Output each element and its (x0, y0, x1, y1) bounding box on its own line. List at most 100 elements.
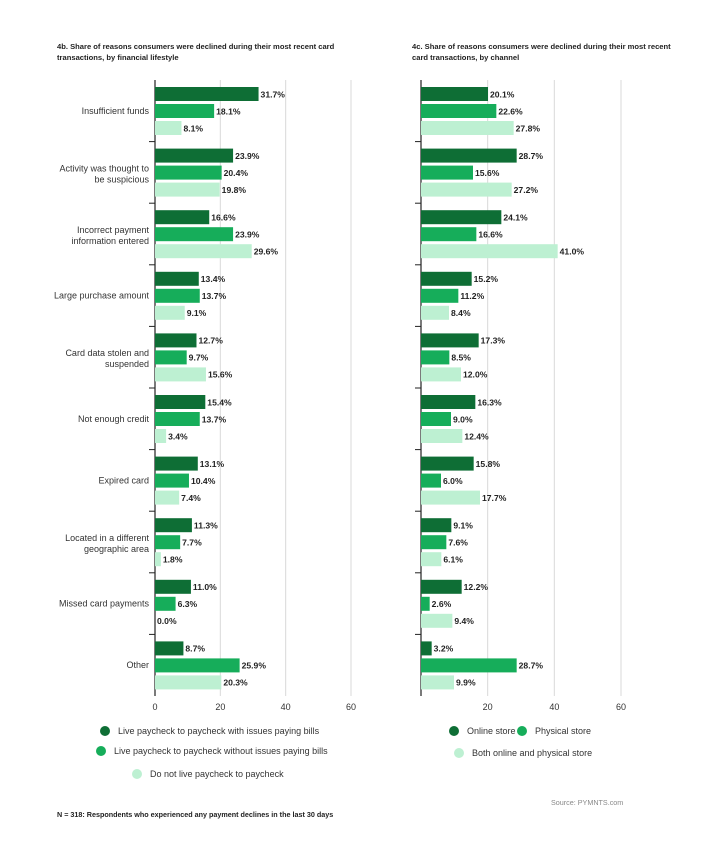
bar (155, 552, 161, 567)
bar (155, 518, 192, 533)
data-label: 18.1% (216, 106, 241, 116)
legend-label: Physical store (535, 726, 592, 736)
data-label: 8.7% (185, 644, 205, 654)
x-tick-label: 40 (281, 702, 291, 712)
data-label: 13.7% (202, 414, 227, 424)
category-label: information entered (71, 236, 149, 246)
data-label: 7.6% (448, 538, 468, 548)
data-label: 41.0% (560, 247, 585, 257)
legend-swatch-icon (132, 769, 142, 779)
category-label: Card data stolen and (65, 348, 149, 358)
bar (421, 210, 502, 225)
data-label: 6.3% (178, 599, 198, 609)
data-label: 15.8% (476, 459, 501, 469)
data-label: 1.8% (163, 555, 183, 565)
source-note: Source: PYMNTS.com (551, 798, 624, 807)
data-label: 16.6% (211, 213, 236, 223)
data-label: 11.3% (194, 521, 218, 531)
legend-label: Live paycheck to paycheck with issues pa… (118, 726, 320, 736)
data-label: 8.5% (451, 353, 471, 363)
data-label: 27.8% (516, 123, 541, 133)
legend-swatch-icon (100, 726, 110, 736)
bar (155, 412, 200, 426)
data-label: 16.3% (477, 397, 502, 407)
legend-label: Both online and physical store (472, 748, 593, 758)
chart-title-right: 4c. Share of reasons consumers were decl… (412, 42, 671, 62)
bar (421, 350, 450, 365)
data-label: 17.7% (482, 493, 507, 503)
data-label: 27.2% (514, 185, 539, 195)
data-label: 11.0% (193, 582, 217, 592)
data-label: 6.0% (443, 476, 463, 486)
data-label: 20.3% (223, 678, 248, 688)
bar (421, 641, 432, 656)
data-label: 2.6% (432, 599, 452, 609)
data-label: 9.7% (189, 353, 209, 363)
bar (421, 165, 473, 180)
data-label: 12.7% (198, 336, 223, 346)
bar (421, 288, 459, 303)
bar (421, 412, 451, 426)
category-label: Missed card payments (59, 599, 150, 609)
bar (421, 333, 479, 348)
bar (155, 535, 181, 550)
bar (421, 675, 454, 690)
data-label: 12.2% (464, 582, 489, 592)
bar (155, 367, 206, 382)
data-label: 7.7% (182, 538, 202, 548)
bar (155, 675, 222, 690)
legend-item-right-2: Physical store (517, 726, 591, 736)
bar (155, 579, 191, 594)
legend-swatch-icon (454, 748, 464, 758)
x-tick-label: 60 (616, 702, 626, 712)
x-tick-label: 0 (152, 702, 157, 712)
legend-swatch-icon (96, 746, 106, 756)
bar (421, 596, 430, 611)
bar (155, 490, 180, 505)
bar (155, 121, 182, 135)
data-label: 19.8% (222, 185, 247, 195)
bar (155, 596, 176, 611)
data-label: 15.6% (475, 168, 500, 178)
bar (155, 473, 189, 488)
legend-item-right-3: Both online and physical store (454, 748, 592, 758)
bar (421, 305, 449, 320)
bar (421, 182, 512, 197)
legend-label: Online store (467, 726, 516, 736)
data-label: 13.1% (200, 459, 225, 469)
bar (421, 518, 452, 533)
data-label: 10.4% (191, 476, 216, 486)
category-label: Large purchase amount (54, 291, 150, 301)
bar (421, 104, 497, 118)
bar (421, 613, 453, 628)
x-tick-label: 20 (215, 702, 225, 712)
bar (155, 456, 198, 471)
data-label: 28.7% (519, 151, 544, 161)
category-label: Insufficient funds (82, 106, 150, 116)
bar (155, 244, 252, 259)
footnote: N = 318: Respondents who experienced any… (57, 810, 334, 819)
bar (421, 244, 558, 259)
legend-label: Live paycheck to paycheck without issues… (114, 746, 328, 756)
data-label: 3.2% (434, 644, 454, 654)
bar (421, 552, 442, 567)
chart-title-left: 4b. Share of reasons consumers were decl… (57, 42, 335, 62)
data-label: 17.3% (481, 336, 506, 346)
data-label: 22.6% (498, 106, 523, 116)
data-label: 31.7% (261, 89, 286, 99)
bar (155, 288, 200, 303)
data-label: 24.1% (503, 213, 528, 223)
legend-label: Do not live paycheck to paycheck (150, 769, 284, 779)
bar (421, 490, 480, 505)
bar (155, 182, 220, 197)
bar (421, 658, 517, 673)
data-label: 15.6% (208, 370, 233, 380)
data-label: 15.4% (207, 397, 232, 407)
category-label: Activity was thought to (59, 163, 149, 173)
legend-item-right-1: Online store (449, 726, 516, 736)
category-label: suspended (105, 359, 149, 369)
bar (155, 350, 187, 365)
bar (421, 148, 517, 163)
data-label: 23.9% (235, 230, 260, 240)
chart-left-group: 31.7% 18.1% 8.1% Insufficient funds 23.9% 20.… (54, 80, 356, 712)
